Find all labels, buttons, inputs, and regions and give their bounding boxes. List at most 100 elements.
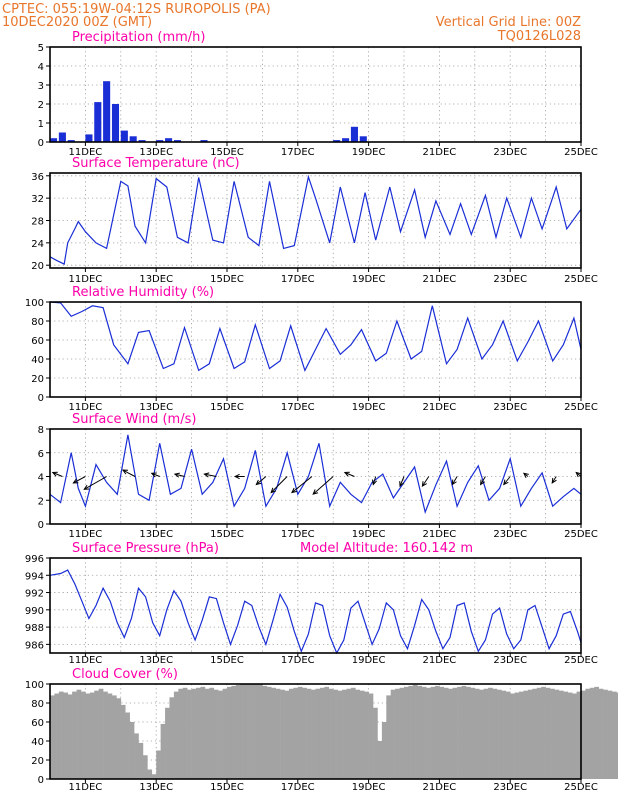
cloud-bar (527, 689, 533, 779)
wind-xtick-label: 13DEC (139, 529, 173, 540)
cloud-bar (213, 689, 219, 779)
cloud-bar (550, 688, 555, 779)
cloud-bar (63, 692, 68, 779)
cloud-bar (178, 688, 184, 779)
temp-xtick-label: 23DEC (493, 274, 527, 285)
cloud-bar (147, 769, 153, 779)
wind-arrow-shaft (83, 476, 107, 490)
wind-xtick-label: 25DEC (564, 529, 598, 540)
wind-arrow-shaft (312, 476, 334, 495)
cloud-bar (288, 688, 294, 779)
wind-arrow-head (83, 484, 90, 490)
cloud-bar (50, 695, 55, 779)
wind-arrow-shaft (451, 476, 458, 485)
wind-arrow-shaft (344, 472, 355, 477)
wind-arrow-head (523, 472, 529, 479)
cloud-bar (412, 684, 418, 779)
cloud-bar (297, 686, 303, 779)
cloud-bar (240, 684, 245, 779)
wind-arrow-shaft (291, 476, 313, 493)
cloud-bar (191, 688, 197, 779)
cloud-bar (138, 742, 144, 779)
cloud-bar (581, 690, 586, 779)
temp-xtick-label: 25DEC (564, 274, 598, 285)
cloud-bar (129, 722, 135, 779)
precip-bar (138, 140, 146, 142)
cloud-bar (603, 689, 608, 779)
cloud-bar (262, 685, 268, 779)
cloud-bar (342, 689, 347, 779)
cloud-ytick-label: 100 (25, 680, 44, 691)
precip-bar (120, 130, 128, 142)
cloud-bar (337, 690, 343, 779)
cloud-bar (156, 750, 161, 779)
cloud-bar (594, 686, 599, 779)
pressure-xtick-label: 23DEC (493, 655, 527, 666)
cloud-bar (311, 689, 316, 779)
model-altitude: Model Altitude: 160.142 m (300, 541, 473, 556)
cloud-xtick-label: 25DEC (564, 782, 598, 793)
rh-xtick-label: 11DEC (69, 402, 103, 413)
cloud-bar (271, 687, 276, 779)
cloud-bar (545, 687, 551, 779)
temp-frame (49, 172, 582, 269)
temp-xtick-label: 17DEC (281, 274, 315, 285)
cloud-bar (134, 733, 139, 779)
cloud-bar (227, 686, 232, 779)
wind-arrow-head (233, 473, 240, 480)
cloud-xtick-label: 23DEC (493, 782, 527, 793)
cloud-bar (204, 688, 210, 779)
cloud-bar (572, 693, 577, 779)
precip-bar (85, 134, 93, 142)
cloud-bar (536, 687, 542, 779)
temp-ytick-label: 28 (31, 217, 44, 228)
cloud-ytick-label: 80 (31, 699, 44, 710)
rh-xtick-label: 13DEC (139, 402, 173, 413)
cloud-bar (443, 687, 449, 779)
temp-ytick-label: 32 (31, 194, 44, 205)
rh-ytick-label: 100 (25, 298, 44, 309)
pressure-xtick-label: 17DEC (281, 655, 315, 666)
cloud-bar (377, 741, 383, 779)
cloud-bar (461, 685, 467, 779)
pressure-xtick-label: 13DEC (139, 655, 173, 666)
cloud-bar (611, 691, 617, 779)
wind-xtick-label: 21DEC (423, 529, 457, 540)
header-station: CPTEC: 055:19W-04:12S RUROPOLIS (PA) (2, 2, 271, 17)
cloud-bar (116, 698, 122, 779)
cloud-bar (567, 692, 573, 779)
wind-arrow-head (551, 477, 557, 484)
precip-ytick-label: 3 (38, 81, 44, 92)
cloud-ytick-label: 60 (31, 718, 44, 729)
cloud-bar (173, 691, 179, 779)
cloud-bar (381, 722, 387, 779)
wind-arrow-shaft (480, 476, 486, 485)
precip-bar (350, 126, 358, 142)
cloud-title: Cloud Cover (%) (72, 667, 178, 682)
precip-bar (333, 140, 341, 142)
precip-bar (103, 81, 111, 142)
cloud-bar (280, 689, 285, 779)
temp-xtick-label: 11DEC (69, 274, 103, 285)
cloud-bar (209, 687, 215, 779)
rh-xtick-label: 15DEC (210, 402, 244, 413)
wind-arrow-head (575, 471, 582, 478)
temp-ytick-label: 20 (31, 261, 44, 272)
cloud-bar (222, 688, 228, 779)
cloud-bar (142, 755, 148, 779)
cloud-bar (111, 695, 117, 779)
wind-arrow-head (150, 472, 157, 478)
rh-xtick-label: 23DEC (493, 402, 527, 413)
cloud-bar (160, 723, 166, 779)
pressure-ytick-label: 988 (25, 623, 44, 634)
cloud-bar (306, 688, 312, 779)
cloud-bar (98, 688, 104, 779)
cloud-bar (266, 686, 272, 779)
cloud-bar (373, 707, 378, 779)
cloud-bar (426, 687, 431, 779)
cloud-bar (430, 686, 436, 779)
rh-title: Relative Humidity (%) (72, 285, 214, 300)
wind-arrow-shaft (270, 476, 288, 493)
pressure-series-line (49, 569, 582, 655)
pressure-title: Surface Pressure (hPa) (72, 541, 219, 556)
